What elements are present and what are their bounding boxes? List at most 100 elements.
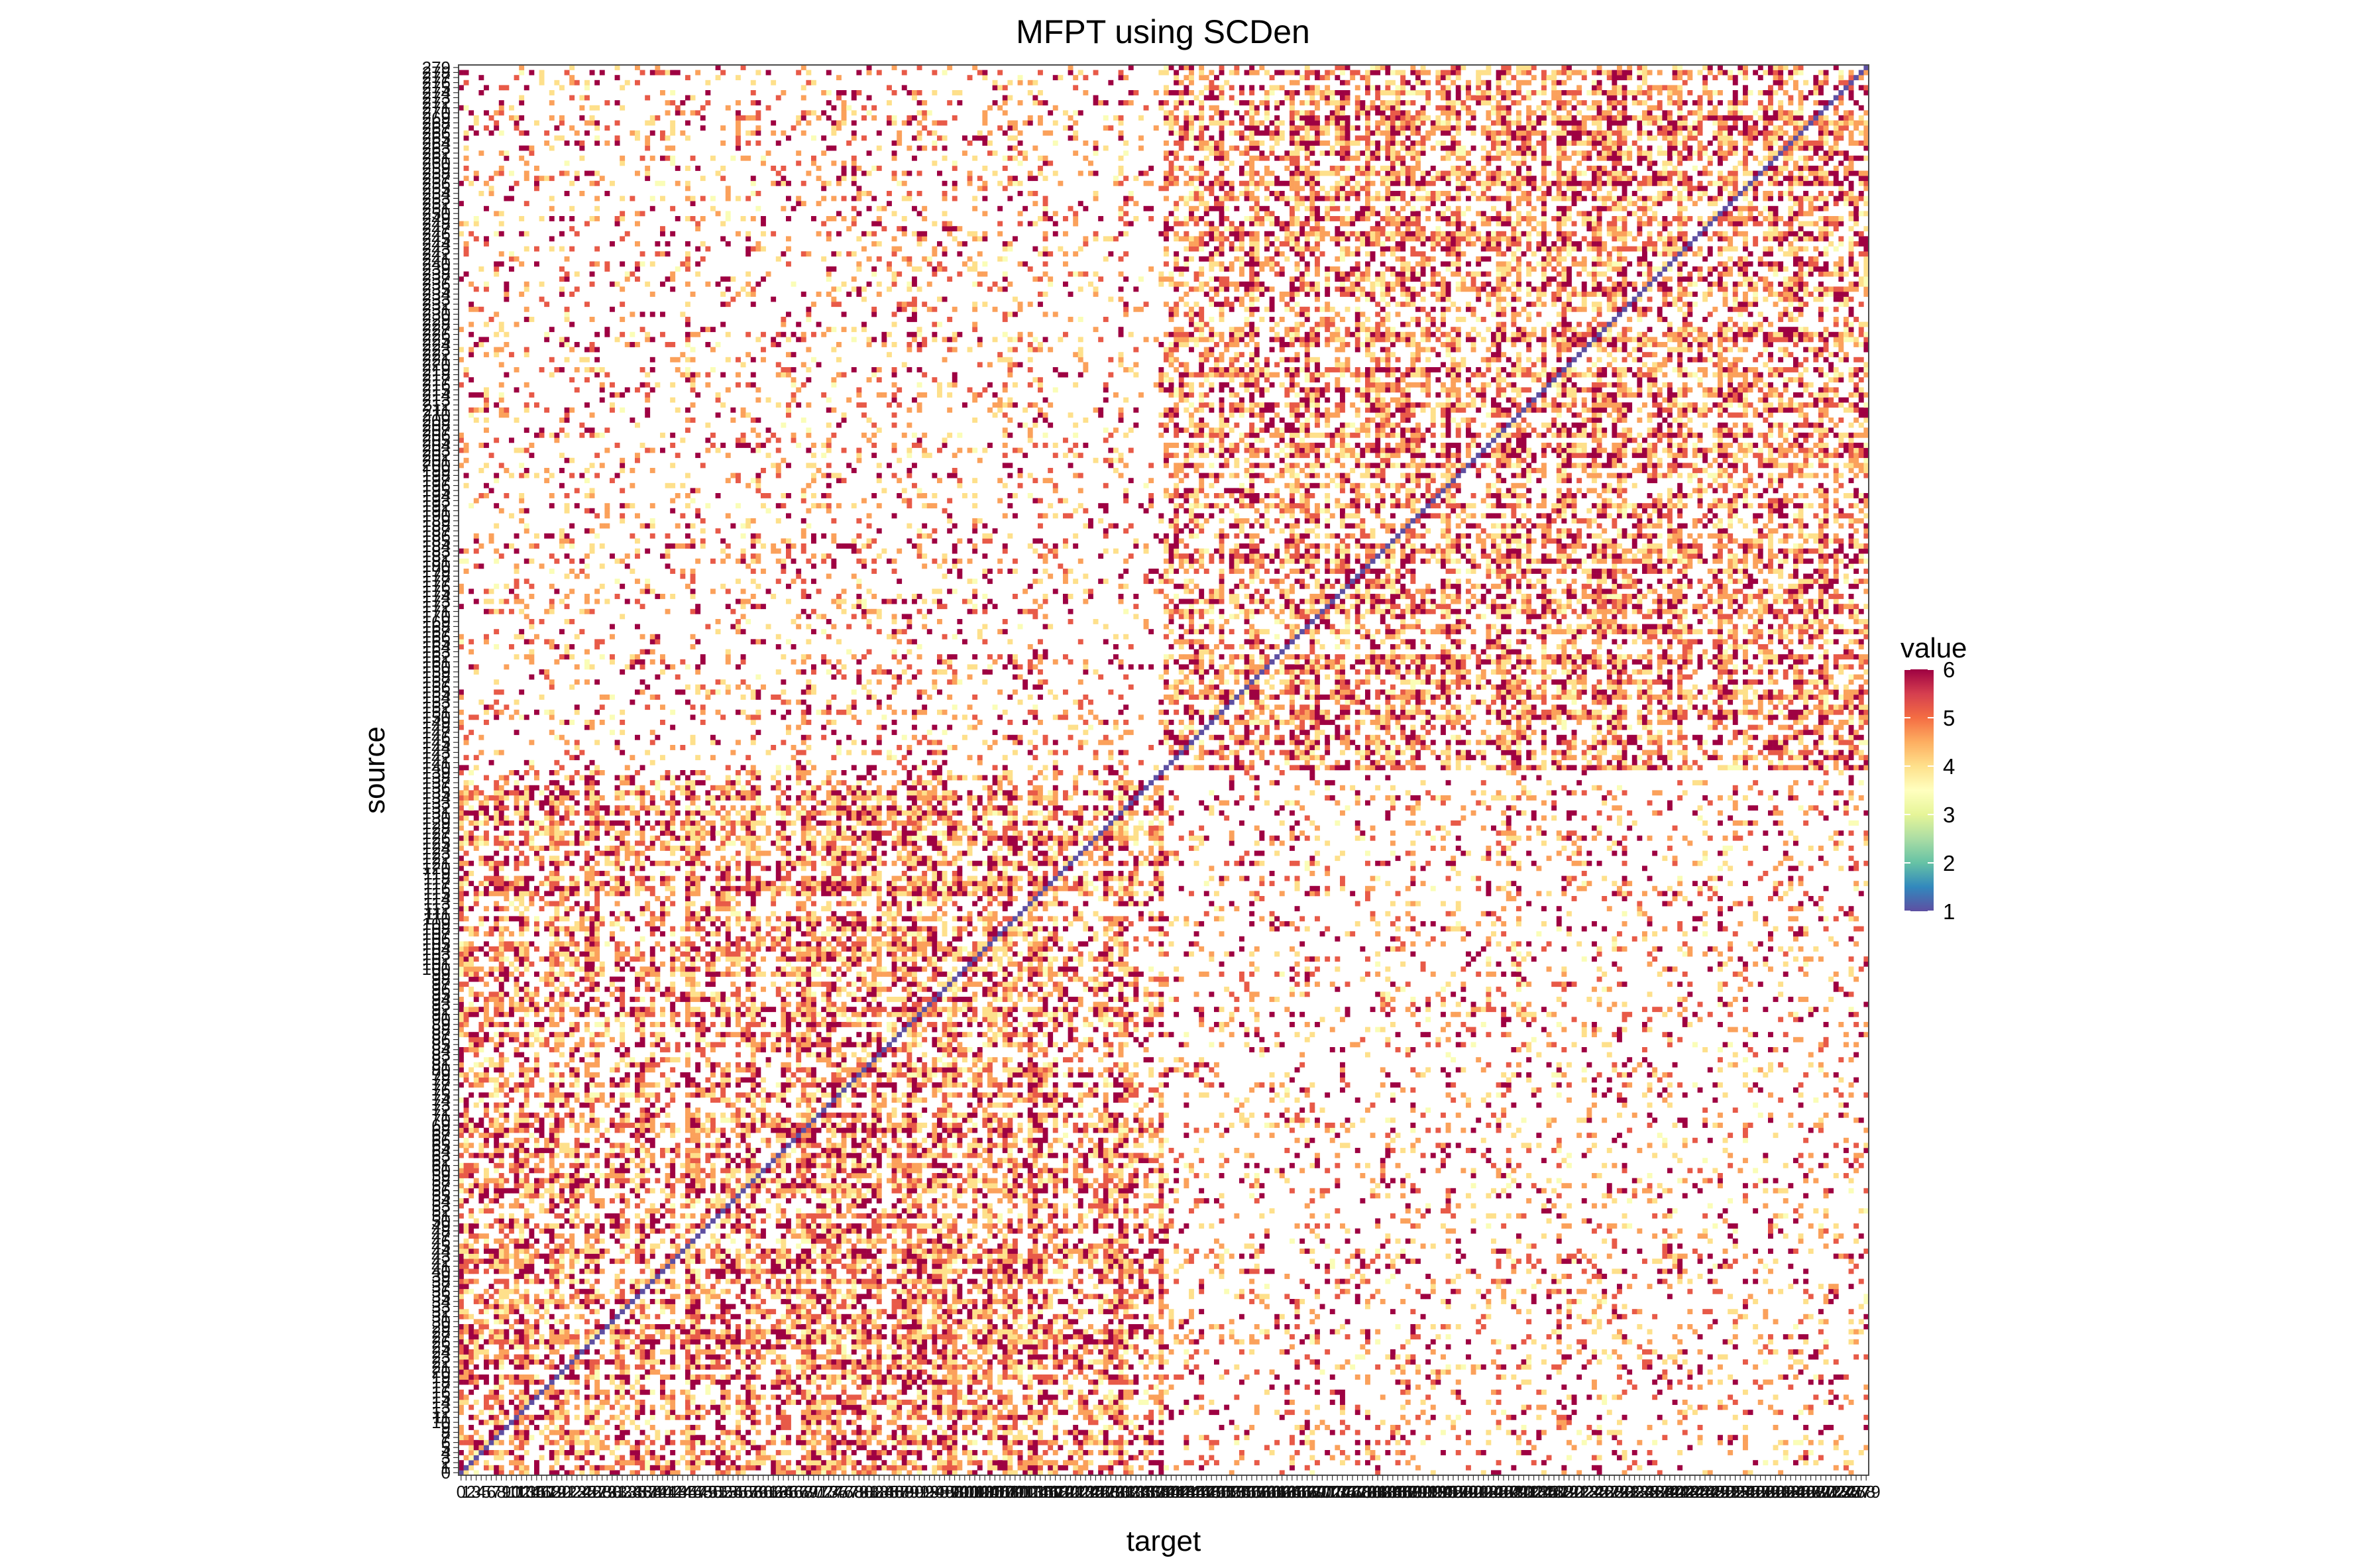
heatmap-cell xyxy=(1123,1425,1129,1430)
heatmap-cell xyxy=(967,1425,973,1430)
heatmap-cell xyxy=(1264,1445,1270,1450)
heatmap-cell xyxy=(831,1445,836,1450)
heatmap-cell xyxy=(856,1440,861,1445)
heatmap-cell xyxy=(942,1465,948,1471)
heatmap-cell xyxy=(690,1460,696,1465)
heatmap-cell xyxy=(741,1435,746,1440)
heatmap-cell xyxy=(716,1445,721,1450)
heatmap-cell xyxy=(1058,1445,1063,1450)
heatmap-cell xyxy=(700,1440,706,1445)
heatmap-cell xyxy=(650,1450,655,1455)
heatmap-cell xyxy=(877,1425,882,1430)
heatmap-cell xyxy=(1138,1450,1144,1455)
heatmap-cell xyxy=(816,1465,822,1471)
heatmap-cell xyxy=(474,1455,479,1461)
heatmap-cell xyxy=(468,1455,474,1461)
heatmap-cell xyxy=(1083,1450,1088,1455)
heatmap-cell xyxy=(1068,1460,1074,1465)
heatmap-cell xyxy=(1007,1465,1013,1471)
heatmap-cell xyxy=(1083,1435,1088,1440)
heatmap-cell xyxy=(1244,1430,1250,1435)
heatmap-cell xyxy=(1063,1465,1068,1471)
heatmap-cell xyxy=(881,1460,887,1465)
heatmap-cell xyxy=(1184,1440,1189,1445)
heatmap-cell xyxy=(1078,1450,1083,1455)
heatmap-cell xyxy=(575,1430,580,1435)
heatmap-cell xyxy=(474,1460,479,1465)
heatmap-cell xyxy=(1158,1465,1164,1471)
heatmap-cell xyxy=(937,1465,942,1471)
heatmap-cell xyxy=(801,1425,806,1430)
heatmap-cell xyxy=(1466,1465,1471,1471)
heatmap-cell xyxy=(751,1440,756,1445)
heatmap-cell xyxy=(665,1465,671,1471)
heatmap-cell xyxy=(881,1465,887,1471)
heatmap-cell xyxy=(1018,1430,1023,1435)
heatmap-cell xyxy=(1531,1460,1537,1465)
heatmap-cell xyxy=(771,1430,776,1435)
heatmap-cell xyxy=(539,1445,545,1450)
heatmap-cell xyxy=(947,1465,952,1471)
heatmap-cell xyxy=(821,1450,826,1455)
heatmap-cell xyxy=(1793,1440,1798,1445)
heatmap-cell xyxy=(1038,1460,1043,1465)
heatmap-cell xyxy=(1028,1445,1033,1450)
heatmap-cell xyxy=(1158,1430,1164,1435)
heatmap-cell xyxy=(1103,1465,1109,1471)
heatmap-cell xyxy=(685,1435,690,1440)
heatmap-cell xyxy=(730,1460,736,1465)
heatmap-cell xyxy=(761,1460,766,1465)
heatmap-cell xyxy=(1421,1440,1426,1445)
heatmap-cell xyxy=(559,1465,565,1471)
heatmap-cell xyxy=(811,1465,816,1471)
heatmap-cell xyxy=(1803,1455,1808,1461)
heatmap-cell xyxy=(1396,1440,1401,1445)
heatmap-cell xyxy=(1547,1455,1552,1461)
heatmap-cell xyxy=(489,1450,494,1455)
heatmap-cell xyxy=(912,1450,917,1455)
heatmap-cell xyxy=(842,1455,847,1461)
heatmap-cell xyxy=(1053,1460,1058,1465)
heatmap-cell xyxy=(922,1435,927,1440)
heatmap-cell xyxy=(1516,1450,1521,1455)
heatmap-cell xyxy=(736,1440,741,1445)
heatmap-cell xyxy=(1174,1465,1179,1471)
heatmap-cell xyxy=(1043,1450,1048,1455)
heatmap-cell xyxy=(514,1445,520,1450)
heatmap-cell xyxy=(716,1460,721,1465)
heatmap-cell xyxy=(665,1430,671,1435)
heatmap-cell xyxy=(584,1460,590,1465)
heatmap-cell xyxy=(801,1440,806,1445)
heatmap-cell xyxy=(947,1450,952,1455)
heatmap-cell xyxy=(650,1465,655,1471)
heatmap-cell xyxy=(736,1430,741,1435)
heatmap-cell xyxy=(1013,1425,1018,1430)
heatmap-cell xyxy=(1592,1455,1597,1461)
heatmap-cell xyxy=(615,1425,620,1430)
heatmap-cell xyxy=(1541,1430,1547,1435)
heatmap-cell xyxy=(786,1435,791,1440)
heatmap-cell xyxy=(1355,1430,1360,1435)
heatmap-cell xyxy=(720,1445,726,1450)
heatmap-cell xyxy=(1148,1440,1154,1445)
heatmap-cell xyxy=(831,1455,836,1461)
heatmap-cell xyxy=(1022,1465,1028,1471)
heatmap-cell xyxy=(811,1455,816,1461)
heatmap-cell xyxy=(987,1440,993,1445)
heatmap-cell xyxy=(1032,1440,1038,1445)
heatmap-cell xyxy=(892,1465,897,1471)
heatmap-cell xyxy=(997,1465,1003,1471)
heatmap-cell xyxy=(1073,1465,1078,1471)
heatmap-cell xyxy=(1309,1430,1315,1435)
heatmap-cell xyxy=(1844,1460,1849,1465)
heatmap-cell xyxy=(997,1435,1003,1440)
heatmap-cell xyxy=(1390,1435,1396,1440)
heatmap-cell xyxy=(1103,1430,1109,1435)
heatmap-cell xyxy=(519,1430,524,1435)
heatmap-cell xyxy=(600,1465,605,1471)
heatmap-cell xyxy=(1773,1445,1779,1450)
heatmap-cell xyxy=(1496,1460,1502,1465)
heatmap-cell xyxy=(459,1435,464,1440)
heatmap-cell xyxy=(645,1435,650,1440)
heatmap-cell xyxy=(720,1455,726,1461)
